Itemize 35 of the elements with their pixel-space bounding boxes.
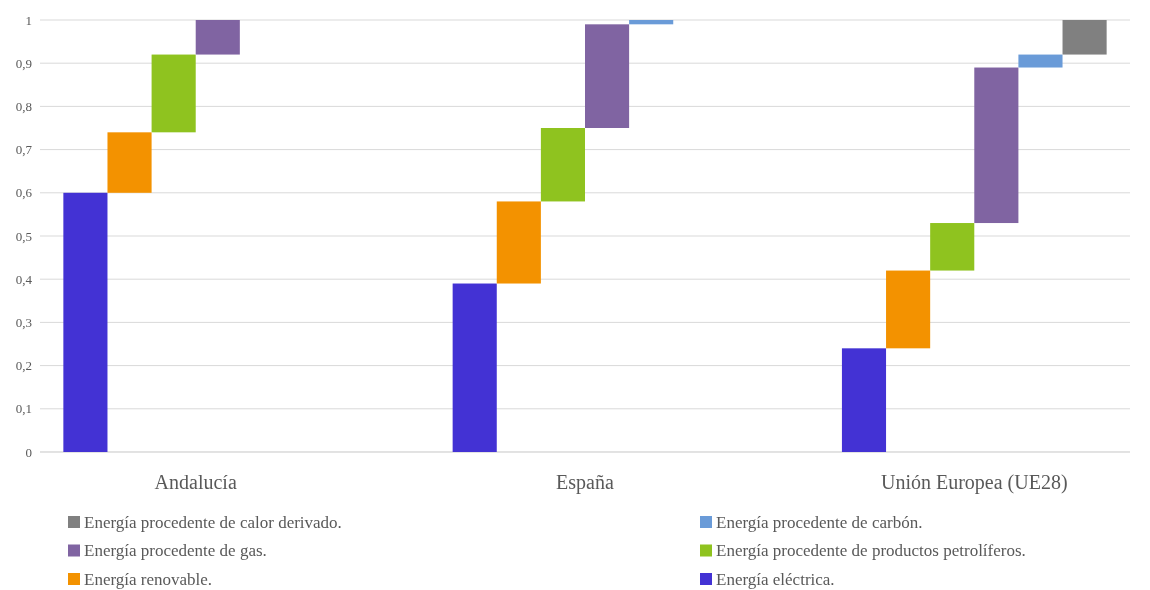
x-tick-label: España [556,471,614,494]
bar [195,20,240,55]
legend-label: Energía procedente de calor derivado. [84,512,342,532]
x-tick-label: Unión Europea (UE28) [880,471,1068,494]
y-tick-label: 0,3 [15,314,32,330]
y-tick-label: 1 [25,12,32,28]
bar [151,54,196,133]
bar [841,348,887,452]
legend-label: Energía procedente de gas. [84,541,267,561]
bar [496,201,541,284]
bar [107,132,152,193]
bar [629,20,674,25]
y-tick-label: 0,5 [15,228,32,244]
bar [930,223,975,271]
y-tick-label: 0,2 [15,358,32,374]
y-tick-label: 0,1 [15,401,32,417]
bar [1018,54,1063,68]
legend-label: Energía renovable. [84,569,213,589]
legend-label: Energía procedente de carbón. [716,512,923,532]
y-tick-label: 0,6 [15,185,33,201]
y-tick-label: 0,7 [15,142,33,158]
bar [974,67,1019,224]
bar [540,128,585,202]
y-tick-label: 0,9 [15,55,32,71]
y-tick-label: 0,8 [15,98,32,114]
bar [886,270,931,349]
legend-label: Energía procedente de productos petrolíferos. [716,541,1026,561]
y-tick-label: 0,4 [15,271,33,287]
y-tick-label: 0 [25,444,32,460]
bar [1062,20,1107,55]
legend-label: Energía eléctrica. [716,569,835,589]
bar [63,192,108,452]
bar [452,283,497,452]
bar [585,24,630,128]
x-tick-label: Andalucía [154,471,237,493]
